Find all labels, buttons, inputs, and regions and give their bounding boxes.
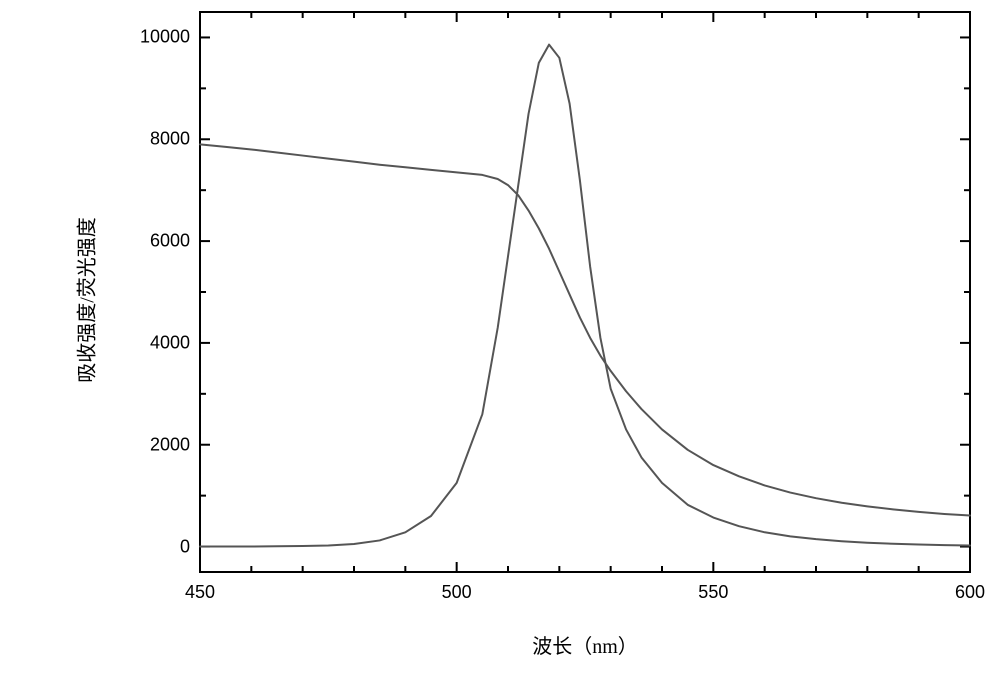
y-tick-label: 10000 bbox=[130, 27, 190, 48]
y-tick-label: 6000 bbox=[130, 231, 190, 252]
y-tick-label: 8000 bbox=[130, 129, 190, 150]
y-axis-label: 吸收强度/荧光强度 bbox=[71, 217, 100, 383]
y-tick-label: 4000 bbox=[130, 332, 190, 353]
x-tick-label: 500 bbox=[442, 582, 472, 603]
y-tick-label: 0 bbox=[130, 536, 190, 557]
series-absorption_shoulder bbox=[200, 144, 970, 515]
x-axis-label: 波长（nm） bbox=[532, 630, 638, 659]
spectrum-chart: 0 2000 4000 6000 8000 10000 450 500 550 600 吸收强度… bbox=[0, 0, 1000, 686]
x-tick-label: 550 bbox=[698, 582, 728, 603]
y-tick-label: 2000 bbox=[130, 434, 190, 455]
series-emission_peak bbox=[200, 45, 970, 547]
x-tick-label: 450 bbox=[185, 582, 215, 603]
x-tick-label: 600 bbox=[955, 582, 985, 603]
